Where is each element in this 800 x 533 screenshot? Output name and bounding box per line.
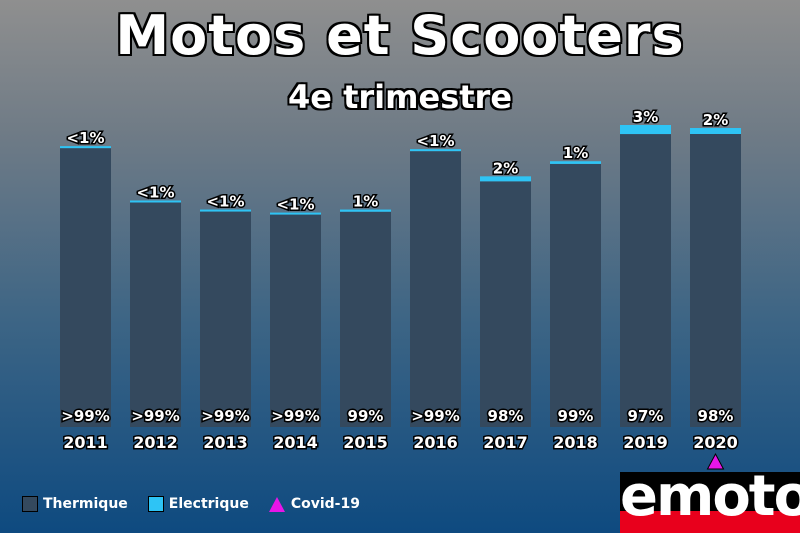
label-electrique-2016: <1% [416,132,454,150]
legend-swatch-electrique [147,496,164,512]
legend-item-thermique: Thermique [22,496,128,512]
x-tick-2014: 2014 [273,433,318,452]
x-tick-2018: 2018 [553,433,598,452]
label-thermique-2015: 99% [348,407,384,425]
label-electrique-2019: 3% [633,108,658,126]
bar-thermique-2019 [620,134,671,427]
label-electrique-2014: <1% [276,196,314,214]
x-tick-2012: 2012 [133,433,178,452]
bar-thermique-2020 [690,133,741,427]
x-tick-2019: 2019 [623,433,668,452]
bar-thermique-2011 [60,148,111,427]
label-thermique-2018: 99% [558,407,594,425]
label-thermique-2012: >99% [131,407,179,425]
label-electrique-2011: <1% [66,129,104,147]
x-tick-2016: 2016 [413,433,458,452]
covid-marker [706,452,725,470]
legend-label-covid: Covid-19 [290,496,360,512]
legend-label-electrique: Electrique [168,496,249,512]
bar-thermique-2015 [340,211,391,427]
chart-subtitle: 4e trimestre [287,78,513,116]
legend-swatch-thermique [22,496,38,512]
label-thermique-2016: >99% [411,407,459,425]
chart-title: Motos et Scooters [115,4,685,67]
label-electrique-2012: <1% [136,184,174,202]
triangle-icon [268,496,285,512]
label-thermique-2017: 98% [488,407,524,425]
logo-red-band [620,511,800,533]
label-thermique-2020: 98% [698,407,734,425]
x-tick-2011: 2011 [63,433,108,452]
bar-thermique-2018 [550,163,601,428]
bar-electrique-2012 [130,200,181,203]
bar-electrique-2016 [410,149,461,152]
label-thermique-2011: >99% [61,407,109,425]
bar-electrique-2019 [620,125,671,135]
bar-electrique-2020 [690,128,741,134]
bar-thermique-2012 [130,202,181,427]
bar-electrique-2015 [340,209,391,212]
logo-text: emoto [620,472,800,529]
bar-electrique-2013 [200,209,251,212]
bar-thermique-2017 [480,181,531,427]
label-electrique-2017: 2% [493,159,518,177]
bar-electrique-2014 [270,212,321,215]
x-tick-2020: 2020 [693,433,738,452]
legend-item-covid: Covid-19 [268,496,360,512]
x-tick-2017: 2017 [483,433,528,452]
label-electrique-2015: 1% [353,193,378,211]
x-tick-2015: 2015 [343,433,388,452]
label-electrique-2020: 2% [703,111,728,129]
x-tick-2013: 2013 [203,433,248,452]
bar-thermique-2013 [200,211,251,427]
bar-electrique-2011 [60,146,111,149]
legend-item-electrique: Electrique [147,496,249,512]
bar-electrique-2017 [480,176,531,182]
legend-label-thermique: Thermique [43,496,128,512]
legend: Thermique Electrique Covid-19 [22,496,380,512]
label-thermique-2019: 97% [628,407,664,425]
emoto-logo: emoto [620,472,800,533]
label-electrique-2013: <1% [206,193,244,211]
bar-thermique-2016 [410,151,461,427]
bar-thermique-2014 [270,214,321,427]
label-thermique-2014: >99% [271,407,319,425]
label-electrique-2018: 1% [563,144,588,162]
bar-electrique-2018 [550,161,601,164]
label-thermique-2013: >99% [201,407,249,425]
